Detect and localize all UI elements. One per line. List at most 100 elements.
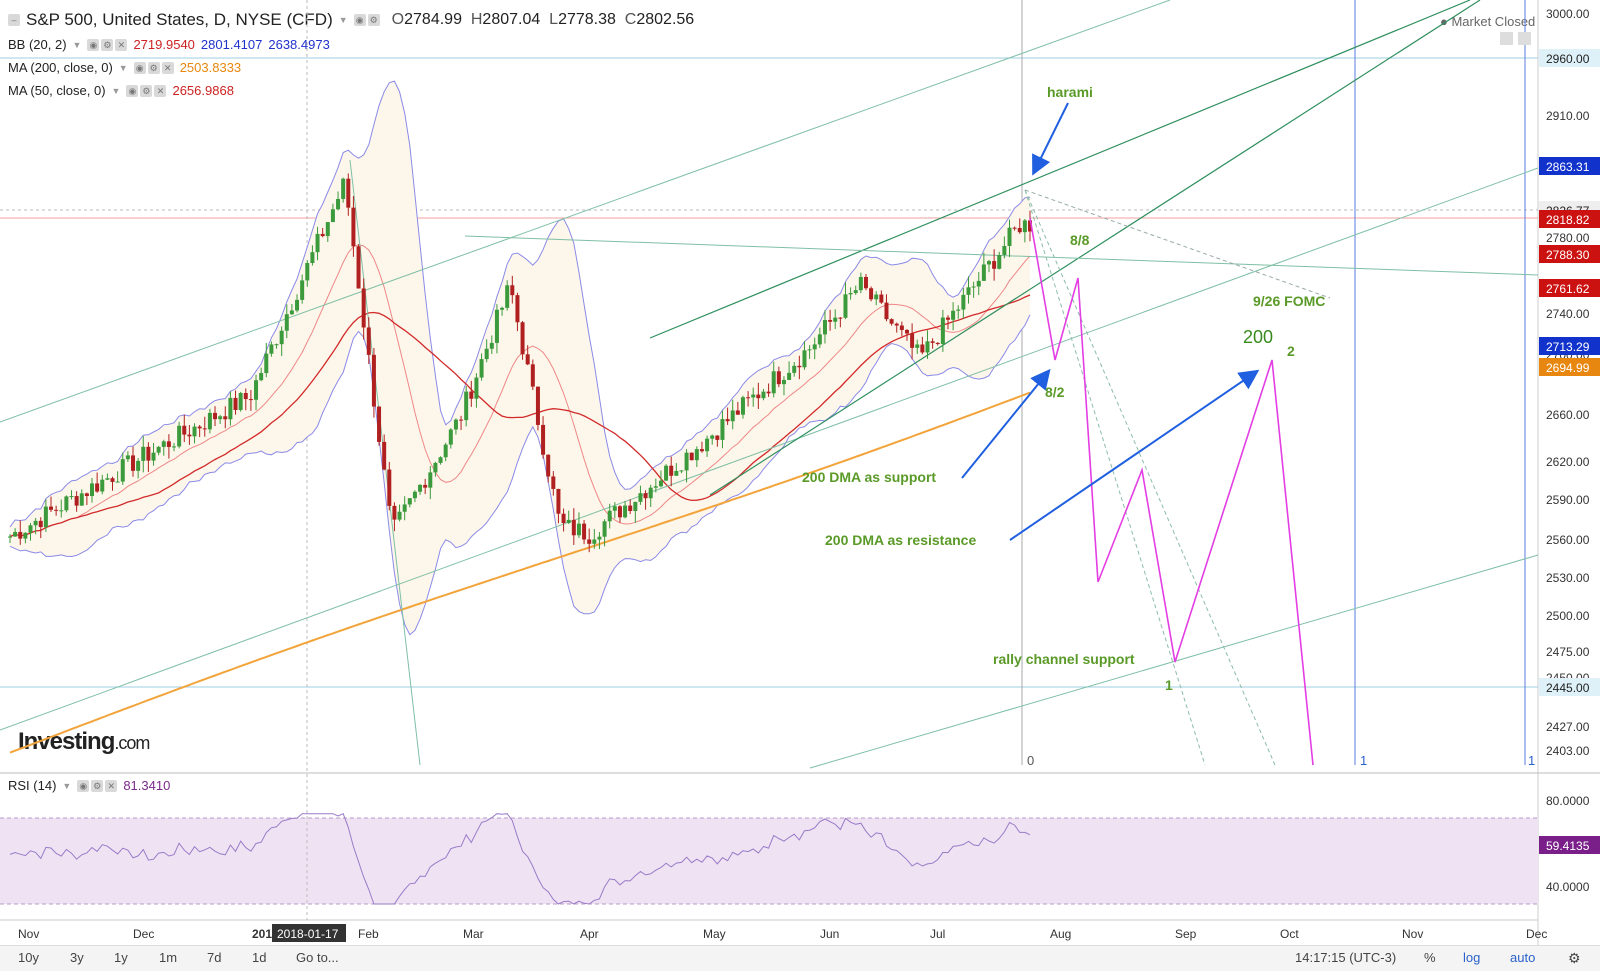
candle [643, 490, 648, 510]
rsi-legend[interactable]: RSI (14) ▼ ◉ ⚙ ✕ 81.3410 [8, 778, 171, 793]
candle [838, 317, 843, 328]
candle [366, 317, 371, 364]
rsi-current-value: 59.4135 [1546, 839, 1590, 853]
reset-icon[interactable] [1518, 32, 1531, 45]
dashed-fan-1[interactable] [1024, 189, 1331, 299]
rsi-band [0, 818, 1538, 904]
candle [90, 477, 95, 503]
annotation-wave-2[interactable]: 2 [1287, 343, 1295, 359]
trendlines[interactable] [0, 0, 1539, 769]
annotation-wave-1[interactable]: 1 [1165, 677, 1173, 693]
chevron-down-icon[interactable]: ▼ [111, 85, 121, 96]
tf-10y[interactable]: 10y [18, 950, 39, 965]
scroll-icon[interactable] [1500, 32, 1513, 45]
candle [187, 425, 192, 445]
collapse-icon[interactable]: – [8, 14, 20, 26]
rally-channel-upper[interactable] [649, 0, 1471, 339]
indicator-controls-icons[interactable]: ◉ ⚙ ✕ [77, 779, 118, 792]
candle [279, 326, 284, 356]
candle [1002, 236, 1007, 259]
chevron-down-icon[interactable]: ▼ [338, 15, 348, 25]
percent-toggle[interactable]: % [1424, 950, 1436, 965]
price-tick: 2910.00 [1546, 109, 1590, 123]
annotation-harami[interactable]: harami [1047, 84, 1093, 100]
chevron-down-icon[interactable]: ▼ [72, 39, 82, 50]
candle [182, 414, 187, 443]
price-badge: 2713.29 [1539, 337, 1600, 355]
candle [469, 380, 474, 407]
dashed-fan-3[interactable] [1024, 189, 1206, 766]
candle [418, 484, 423, 495]
tf-7d[interactable]: 7d [207, 950, 222, 965]
channel-upper-long[interactable] [0, 0, 1171, 423]
candle [546, 454, 551, 483]
candle [448, 428, 453, 449]
candle [136, 458, 141, 479]
candle [515, 292, 520, 332]
time-tick: Mar [463, 927, 484, 941]
indicator-bb[interactable]: BB (20, 2) ▼ ◉ ⚙ ✕ 2719.9540 2801.4107 263… [8, 37, 330, 52]
price-axis[interactable]: 3000.002910.002860.002800.002780.002740.… [1546, 7, 1590, 758]
price-chart[interactable]: harami 8/8 9/26 FOMC 8/2 200 DMA as supp… [0, 0, 1600, 945]
dashed-fan-2[interactable] [1024, 189, 1276, 766]
candle [59, 499, 64, 518]
crosshair-date: 2018-01-17 [277, 927, 339, 941]
chevron-down-icon[interactable]: ▼ [118, 62, 128, 73]
candle [1017, 218, 1022, 234]
annotation-8-2[interactable]: 8/2 [1045, 384, 1065, 400]
candle [84, 492, 89, 505]
annotation-8-8[interactable]: 8/8 [1070, 232, 1090, 248]
candle [238, 391, 243, 412]
indicator-controls-icons[interactable]: ◉ ⚙ ✕ [133, 61, 174, 74]
time-axis[interactable]: Nov Dec 2018 Feb Mar Apr May Jun Jul Aug Sep Oct Nov… [18, 927, 1547, 941]
auto-toggle[interactable]: auto [1510, 950, 1536, 965]
tf-1y[interactable]: 1y [114, 950, 128, 965]
candle [382, 434, 387, 471]
candle [320, 227, 325, 238]
rally-channel-support-line[interactable] [809, 554, 1539, 769]
market-status: ● Market Closed [1440, 14, 1536, 29]
annotation-resistance[interactable]: 200 DMA as resistance [825, 532, 976, 548]
indicator-controls-icons[interactable]: ◉ ⚙ ✕ [126, 84, 167, 97]
indicator-controls-icons[interactable]: ◉ ⚙ ✕ [87, 38, 128, 51]
candle [904, 329, 909, 341]
annotation-200[interactable]: 200 [1243, 327, 1273, 347]
price-tick: 2780.00 [1546, 231, 1590, 245]
rally-channel-lower[interactable] [709, 0, 1481, 496]
candle [438, 456, 443, 465]
annotation-support[interactable]: 200 DMA as support [802, 469, 936, 485]
channel-lower-long[interactable] [0, 167, 1539, 731]
candle [213, 406, 218, 427]
candle [125, 451, 130, 462]
candle [459, 415, 464, 431]
indicator-ma200[interactable]: MA (200, close, 0) ▼ ◉ ⚙ ✕ 2503.8333 [8, 60, 242, 75]
gear-icon[interactable]: ⚙ [1568, 950, 1581, 966]
arrow-resistance[interactable] [1009, 369, 1260, 541]
arrow-harami[interactable] [1032, 102, 1069, 176]
chevron-down-icon[interactable]: ▼ [62, 780, 72, 791]
time-tick: Oct [1280, 927, 1299, 941]
candle [120, 452, 125, 485]
annotation-fomc[interactable]: 9/26 FOMC [1253, 293, 1325, 309]
candle [607, 503, 612, 529]
settings-icons[interactable]: ◉ ⚙ [353, 14, 380, 26]
tf-1m[interactable]: 1m [159, 950, 178, 965]
price-badge: 2694.99 [1539, 358, 1600, 376]
tf-3y[interactable]: 3y [70, 950, 84, 965]
goto-button[interactable]: Go to... [296, 950, 339, 965]
indicator-ma50[interactable]: MA (50, close, 0) ▼ ◉ ⚙ ✕ 2656.9868 [8, 83, 234, 98]
candle [925, 330, 930, 359]
tf-1d[interactable]: 1d [252, 950, 267, 965]
log-toggle[interactable]: log [1463, 950, 1481, 965]
candle [1007, 219, 1012, 258]
candle [843, 282, 848, 320]
candle [628, 499, 633, 514]
arrow-support[interactable] [961, 368, 1051, 479]
annotation-rally[interactable]: rally channel support [993, 651, 1135, 667]
projection-path[interactable] [1029, 217, 1314, 766]
candle [802, 341, 807, 370]
candle [561, 508, 566, 532]
horizontal-trend-line[interactable] [464, 235, 1539, 276]
rsi-current-badge [1539, 836, 1600, 854]
